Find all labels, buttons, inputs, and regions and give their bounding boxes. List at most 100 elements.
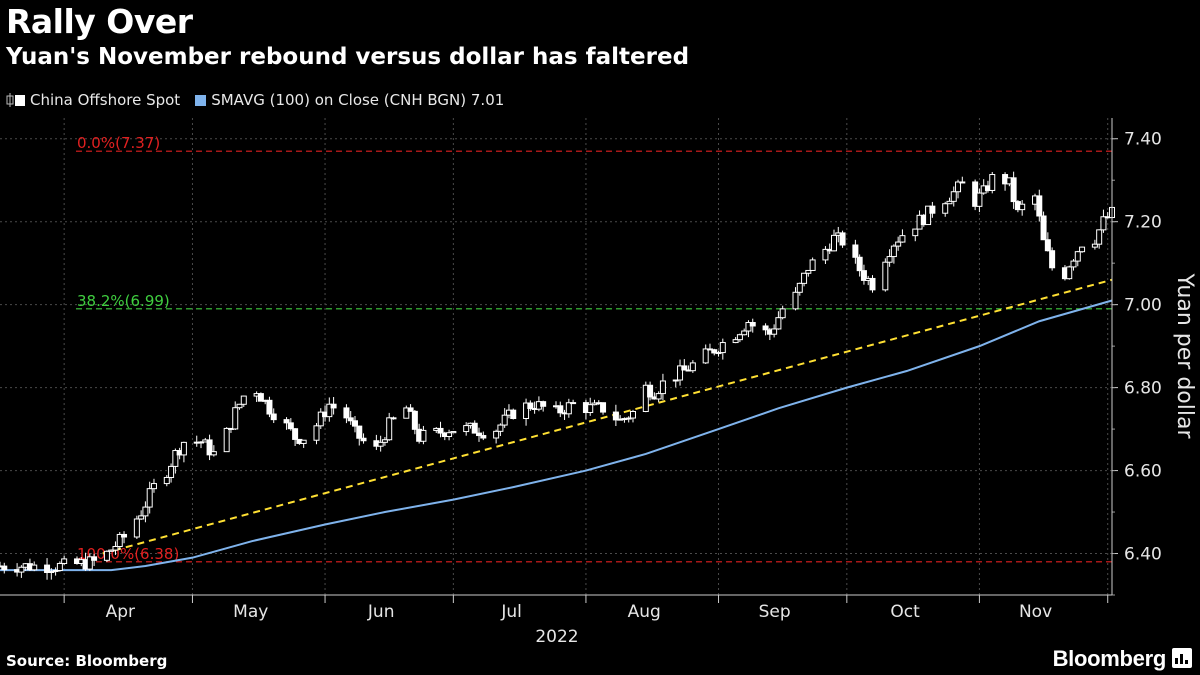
fib-label: 100.0%(6.38) [77,545,179,563]
candle-body [809,259,816,271]
candle-body [390,417,397,420]
candle-body [437,427,444,434]
candle-body [647,384,654,398]
candle-body [523,402,530,420]
candle-body [163,476,170,485]
candle-body [300,439,307,444]
candle-legend-icon [6,93,25,107]
candle-body [779,308,786,319]
candle-body [959,181,966,184]
fib-label: 38.2%(6.99) [77,292,170,310]
trend-line [102,278,1113,555]
candle-body [103,550,110,561]
candle-body [856,256,863,272]
candle-body [689,362,696,372]
candle-body [1044,239,1051,252]
candle-body [715,352,722,355]
legend: China Offshore Spot SMAVG (100) on Close… [6,91,504,109]
x-month-label: Jun [367,602,395,622]
candle-body [642,384,649,412]
candle-body [852,244,859,258]
candle-body [1096,229,1103,245]
candle-body [497,424,504,432]
candle-body [31,564,38,571]
candle-body [403,407,410,419]
candle-body [1049,250,1056,269]
legend-series2-label: SMAVG (100) on Close (CNH BGN) 7.01 [211,91,505,109]
candle-body [1040,215,1047,241]
candle-body [450,431,457,434]
chart-subtitle: Yuan's November rebound versus dollar ha… [6,44,690,70]
candle-body [360,437,367,442]
candle-body [681,365,688,371]
candle-body [351,420,358,427]
candle-body [142,506,149,517]
candle-body [805,269,812,274]
legend-series1-label: China Offshore Spot [30,91,181,109]
y-tick-label: 6.40 [1124,545,1162,565]
candle-body [672,379,679,382]
candle-body [822,248,829,261]
y-tick-label: 7.20 [1124,213,1162,233]
candle-body [343,407,350,419]
candle-body [86,556,93,570]
candle-body [736,334,743,341]
candle-body [600,402,607,413]
candle-body [741,330,748,336]
y-tick-label: 6.80 [1124,379,1162,399]
candle-body [266,399,273,415]
candle-body [44,564,51,573]
candle-body [476,432,483,437]
candle-body [882,261,889,291]
candle-body [381,439,388,443]
candle-body [232,407,239,430]
candle-body [762,325,769,331]
candle-body [121,533,128,538]
candle-body [223,427,230,453]
candle-body [796,282,803,293]
candle-body [407,407,414,412]
candle-body [801,272,808,284]
candle-body [317,411,324,427]
x-year-label: 2022 [535,627,578,647]
candle-body [326,403,333,418]
candle-body [527,402,534,409]
candle-body [180,441,187,456]
candle-body [377,441,384,447]
candle-body [138,515,145,520]
y-axis-title: Yuan per dollar [1172,273,1197,440]
candle-body [1,565,8,571]
candle-body [112,545,119,551]
x-month-label: Sep [759,602,791,622]
candle-body [52,569,59,572]
candle-body [629,410,636,419]
candle-body [565,402,572,415]
candle-body [501,414,508,426]
candle-body [839,232,846,246]
y-tick-label: 7.40 [1124,130,1162,150]
candle-body [236,403,243,409]
candle-body [570,402,577,405]
candle-body [955,181,962,193]
candle-body [386,417,393,441]
candle-body [946,200,953,205]
candle-body [749,322,756,327]
candle-body [771,328,778,335]
candle-body [587,404,594,414]
candle-body [899,235,906,243]
chart-title: Rally Over [6,2,193,41]
x-month-label: Aug [628,602,661,622]
candle-body [150,483,157,490]
candle-body [719,342,726,354]
candle-body [925,205,932,226]
candle-body [890,245,897,258]
candle-body [480,435,487,439]
candle-body [292,428,299,440]
candle-body [775,317,782,330]
candle-body [792,291,799,310]
candle-body [411,410,418,430]
candle-body [612,411,619,421]
candle-body [1091,243,1098,248]
candle-body [206,439,213,456]
